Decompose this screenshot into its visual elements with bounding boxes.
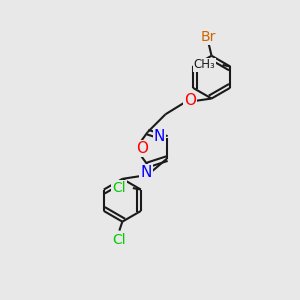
Text: CH₃: CH₃ (194, 58, 215, 71)
Text: Br: Br (201, 30, 216, 44)
Text: Cl: Cl (112, 233, 126, 247)
Text: Cl: Cl (112, 181, 125, 195)
Text: O: O (184, 93, 196, 108)
Text: N: N (154, 129, 165, 144)
Text: O: O (136, 141, 148, 156)
Text: N: N (140, 165, 152, 180)
